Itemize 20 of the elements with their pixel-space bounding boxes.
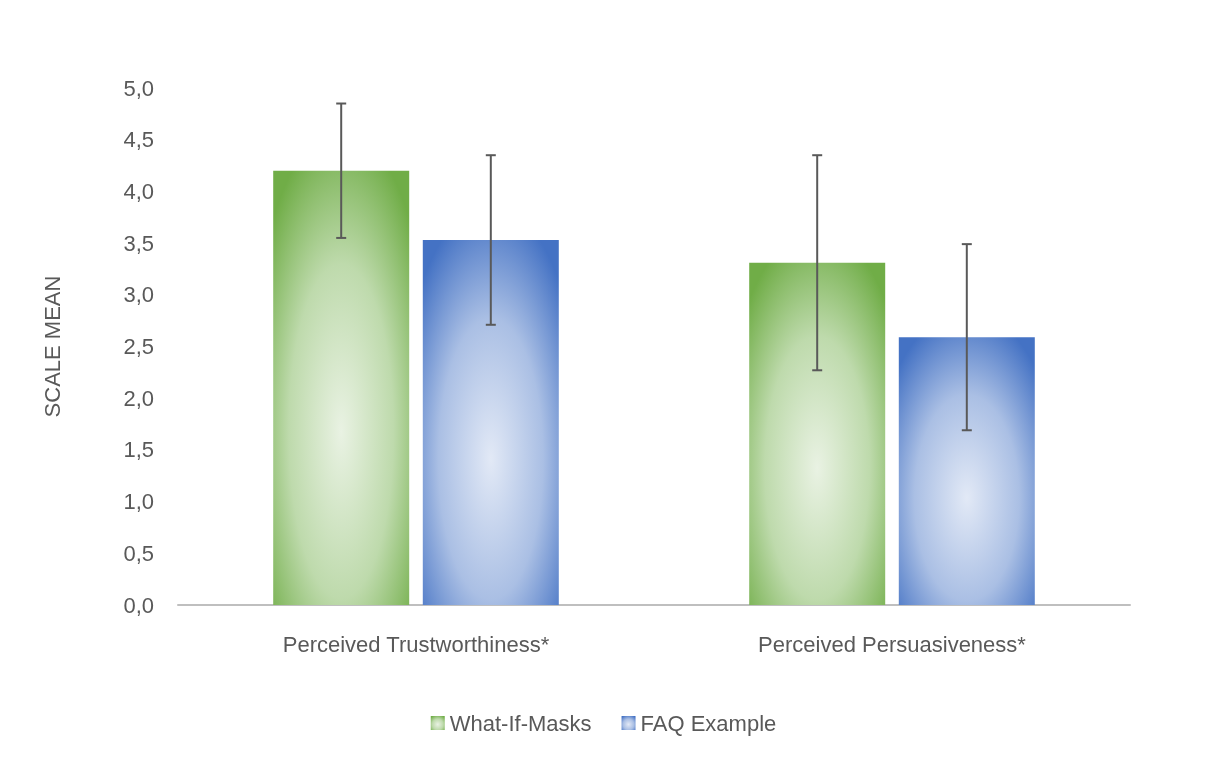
- y-tick-label: 3,0: [123, 282, 154, 308]
- y-axis-title: SCALE MEAN: [39, 275, 65, 418]
- bar: [898, 337, 1035, 605]
- legend-label: FAQ Example: [640, 710, 777, 736]
- x-tick-label: Perceived Persuasiveness*: [758, 631, 1027, 657]
- bar: [273, 170, 410, 605]
- y-tick-label: 4,0: [123, 178, 154, 204]
- y-tick-label: 1,5: [123, 437, 154, 463]
- legend-label: What-If-Masks: [449, 710, 592, 736]
- y-tick-label: 4,5: [123, 127, 154, 153]
- bar: [422, 240, 559, 605]
- y-tick-label: 5,0: [123, 75, 154, 101]
- y-tick-label: 0,5: [123, 540, 154, 566]
- bar: [749, 262, 886, 605]
- x-tick-label: Perceived Trustworthiness*: [282, 631, 550, 657]
- y-tick-label: 1,0: [123, 489, 154, 515]
- y-tick-label: 2,5: [123, 334, 154, 359]
- y-tick-label: 0,0: [123, 592, 154, 618]
- y-tick-label: 2,0: [123, 385, 154, 411]
- y-tick-label: 3,5: [123, 230, 154, 256]
